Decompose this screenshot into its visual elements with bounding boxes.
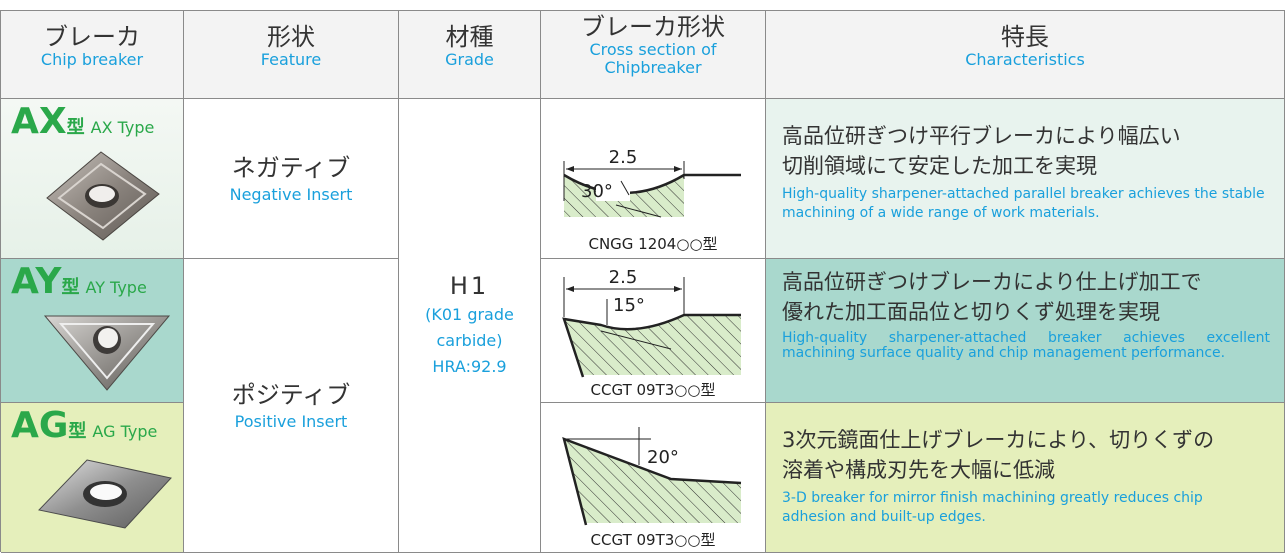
- breaker-suffix: 型: [61, 277, 80, 298]
- section-cell: 2.5 30° CNGG 1204○○型: [541, 99, 766, 259]
- angle-line: [600, 330, 672, 350]
- header-ja: 形状: [267, 23, 315, 51]
- hatch: [564, 315, 741, 375]
- section-diagram: 2.5 30° CNGG 1204○○型: [563, 147, 741, 253]
- characteristics-ja: 高品位研ぎつけブレーカにより仕上げ加工で: [782, 270, 1202, 294]
- hatch: [564, 439, 741, 523]
- feature-cell: ネガティブ Negative Insert: [184, 99, 399, 259]
- label-bg: [596, 181, 630, 201]
- characteristics-ja: 高品位研ぎつけ平行ブレーカにより幅広い: [782, 124, 1181, 148]
- angle-line: [620, 180, 630, 196]
- characteristics-cell: 高品位研ぎつけブレーカにより仕上げ加工で 優れた加工面品位と切りくず処理を実現 …: [766, 259, 1285, 403]
- breaker-cell: AX型 AX Type: [1, 99, 184, 259]
- insert-image: [43, 315, 171, 391]
- breaker-code: AG: [11, 405, 69, 446]
- grade-cell: H1 (K01 grade carbide) HRA:92.9: [399, 99, 541, 553]
- breaker-table: ブレーカ Chip breaker 形状 Feature 材種 Grade ブレ…: [0, 10, 1285, 553]
- header-cell: 形状 Feature: [184, 11, 399, 99]
- breaker-type: AX Type: [90, 118, 155, 137]
- header-en: Characteristics: [965, 50, 1085, 69]
- header-cell: ブレーカ形状 Cross section of Chipbreaker: [541, 11, 766, 99]
- breaker-cell: AY型 AY Type: [1, 259, 184, 403]
- section-label: 30°: [581, 181, 613, 202]
- characteristics-ja: 溶着や構成刃先を大幅に低減: [782, 458, 1055, 482]
- section-label: 15°: [613, 295, 645, 316]
- characteristics-cell: 高品位研ぎつけ平行ブレーカにより幅広い 切削領域にて安定した加工を実現 High…: [766, 99, 1285, 259]
- breaker-type: AY Type: [85, 278, 147, 297]
- breaker-type: AG Type: [92, 422, 158, 441]
- header-cell: ブレーカ Chip breaker: [1, 11, 184, 99]
- header-en: Cross section of: [589, 40, 717, 59]
- insert-image: [46, 151, 160, 241]
- characteristics-en: 3-D breaker for mirror finish machining …: [782, 490, 1203, 525]
- header-cell: 材種 Grade: [399, 11, 541, 99]
- grade-name: H1: [449, 271, 490, 300]
- feature-en: Negative Insert: [229, 184, 353, 204]
- characteristics-ja: 切削領域にて安定した加工を実現: [782, 154, 1097, 178]
- header-en: Chip breaker: [40, 50, 144, 69]
- breaker-code: AY: [11, 261, 62, 302]
- feature-ja: ポジティブ: [231, 380, 351, 409]
- breaker-suffix: 型: [68, 421, 87, 442]
- section-label: 20°: [647, 447, 679, 468]
- breaker-suffix: 型: [66, 117, 85, 138]
- section-model: CCGT 09T3○○型: [591, 381, 716, 399]
- characteristics-cell: 3次元鏡面仕上げブレーカにより、切りくずの 溶着や構成刃先を大幅に低減 3-D …: [766, 403, 1285, 553]
- feature-en: Positive Insert: [234, 411, 348, 431]
- header-ja: ブレーカ: [44, 23, 140, 51]
- section-cell: 20° CCGT 09T3○○型: [541, 403, 766, 553]
- section-diagram: 20° CCGT 09T3○○型: [562, 427, 742, 549]
- header-en: Feature: [260, 50, 322, 69]
- profile: [562, 436, 742, 526]
- angle-line: [615, 204, 662, 218]
- header-en: Chipbreaker: [604, 58, 702, 77]
- characteristics-en: High-quality sharpener-attached breaker …: [782, 330, 1270, 361]
- characteristics-ja: 優れた加工面品位と切りくず処理を実現: [782, 300, 1160, 324]
- header-en: Grade: [445, 50, 494, 69]
- breaker-cell: AG型 AG Type: [1, 403, 184, 553]
- section-diagram: 2.5 15° CCGT 09T3○○型: [562, 267, 741, 399]
- header-ja: ブレーカ形状: [581, 13, 725, 41]
- section-cell: 2.5 15° CCGT 09T3○○型: [541, 259, 766, 403]
- characteristics-ja: 3次元鏡面仕上げブレーカにより、切りくずの: [782, 428, 1215, 452]
- feature-ja: ネガティブ: [231, 153, 351, 182]
- header-cell: 特長 Characteristics: [766, 11, 1285, 99]
- section-label: 2.5: [609, 267, 638, 288]
- insert-image: [38, 459, 172, 529]
- breaker-code: AX: [11, 101, 67, 142]
- feature-cell: ポジティブ Positive Insert: [184, 259, 399, 553]
- section-model: CNGG 1204○○型: [588, 235, 717, 253]
- grade-note: (K01 grade carbide): [425, 304, 514, 350]
- profile: [562, 313, 741, 378]
- grade-hardness: HRA:92.9: [432, 356, 507, 376]
- characteristics-en: High-quality sharpener-attached parallel…: [782, 186, 1265, 221]
- header-ja: 特長: [1001, 23, 1049, 51]
- header-ja: 材種: [445, 23, 494, 51]
- section-label: 2.5: [609, 147, 638, 168]
- section-model: CCGT 09T3○○型: [591, 531, 716, 549]
